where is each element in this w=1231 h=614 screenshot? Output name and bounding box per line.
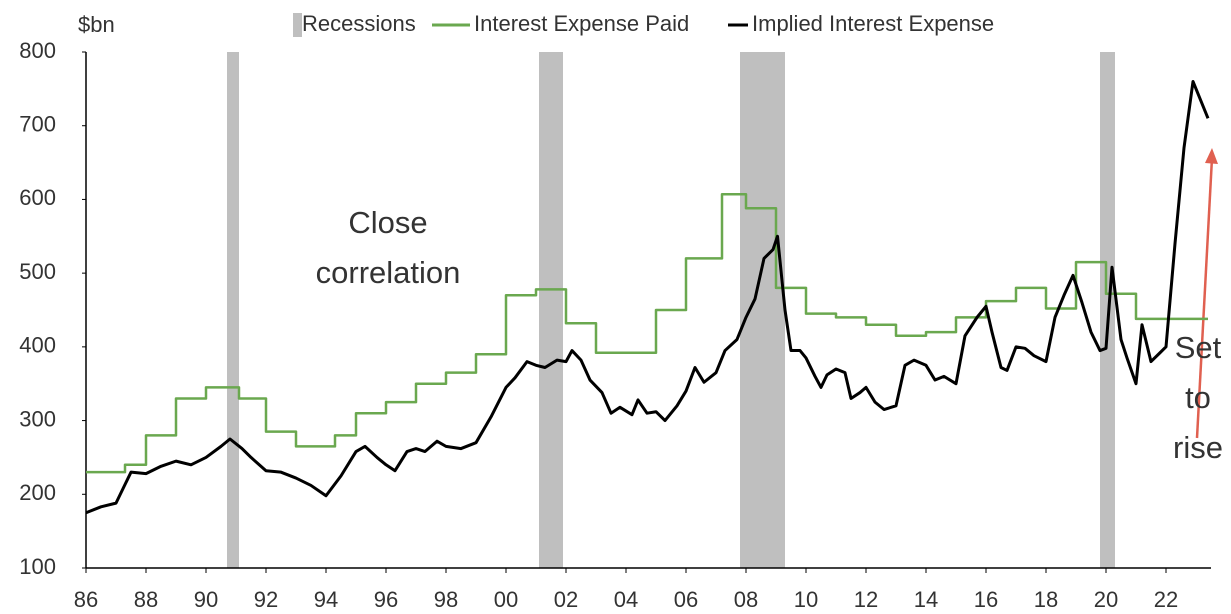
recession-band: [740, 52, 785, 568]
annotation: correlation: [316, 255, 461, 290]
annotation: to: [1185, 380, 1211, 415]
y-tick-label: 200: [19, 480, 56, 505]
data-line: [86, 193, 1208, 474]
annotation: rise: [1173, 430, 1223, 465]
y-tick-label: 500: [19, 259, 56, 284]
x-tick-label: 22: [1154, 587, 1178, 612]
annotation: Set: [1175, 330, 1222, 365]
recession-band: [539, 52, 563, 568]
legend-label: Interest Expense Paid: [474, 11, 689, 36]
legend-label: Implied Interest Expense: [752, 11, 994, 36]
legend-swatch: [293, 13, 302, 37]
x-tick-label: 12: [854, 587, 878, 612]
x-tick-label: 88: [134, 587, 158, 612]
y-tick-label: 800: [19, 38, 56, 63]
arrow: [1195, 157, 1214, 439]
x-tick-label: 04: [614, 587, 638, 612]
y-tick-label: 400: [19, 333, 56, 358]
x-tick-label: 06: [674, 587, 698, 612]
data-line: [85, 79, 1210, 515]
y-tick-label: 300: [19, 406, 56, 431]
x-tick-label: 02: [554, 587, 578, 612]
x-tick-label: 16: [974, 587, 998, 612]
arrow-head: [1205, 148, 1218, 164]
legend-label: Recessions: [302, 11, 416, 36]
x-tick-label: 90: [194, 587, 218, 612]
annotation: Close: [348, 205, 427, 240]
y-axis-unit: $bn: [78, 12, 115, 37]
x-tick-label: 92: [254, 587, 278, 612]
y-tick-label: 600: [19, 185, 56, 210]
x-tick-label: 00: [494, 587, 518, 612]
x-tick-label: 98: [434, 587, 458, 612]
x-tick-label: 96: [374, 587, 398, 612]
x-tick-label: 18: [1034, 587, 1058, 612]
x-tick-label: 08: [734, 587, 758, 612]
y-tick-label: 700: [19, 112, 56, 137]
x-tick-label: 94: [314, 587, 338, 612]
recession-band: [227, 52, 239, 568]
x-tick-label: 14: [914, 587, 938, 612]
x-tick-label: 86: [74, 587, 98, 612]
y-tick-label: 100: [19, 554, 56, 579]
x-tick-label: 10: [794, 587, 818, 612]
x-tick-label: 20: [1094, 587, 1118, 612]
